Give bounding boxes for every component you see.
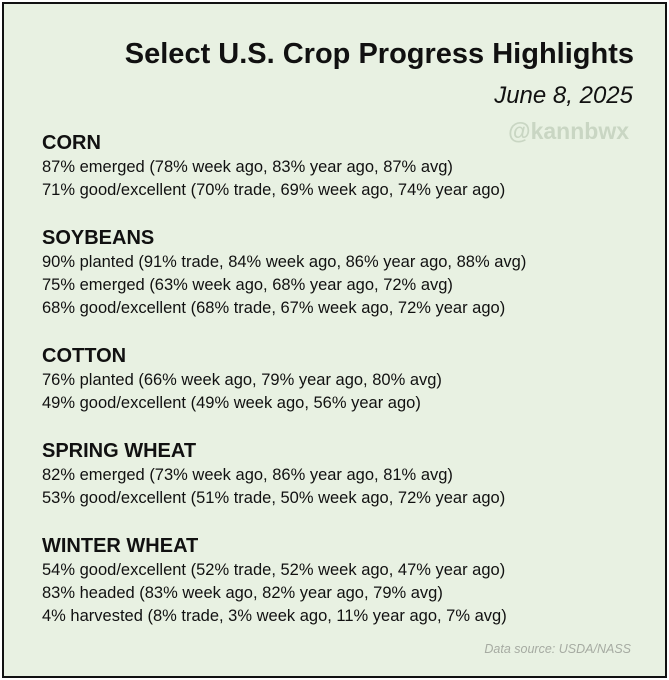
crop-heading: WINTER WHEAT [42,535,199,557]
crop-heading: COTTON [42,345,127,367]
crop-section-spring-wheat: SPRING WHEAT 82% emerged (73% week ago, … [42,438,505,510]
crop-heading: CORN [42,132,101,154]
crop-stat-line: 76% planted (66% week ago, 79% year ago,… [42,371,442,389]
author-watermark: @kannbwx [508,118,629,144]
crop-stat-line: 4% harvested (8% trade, 3% week ago, 11%… [42,607,507,625]
crop-stat-line: 49% good/excellent (49% week ago, 56% ye… [42,394,421,412]
crop-stat-line: 68% good/excellent (68% trade, 67% week … [42,299,506,317]
crop-stat-line: 71% good/excellent (70% trade, 69% week … [42,181,506,199]
data-source-note: Data source: USDA/NASS [484,642,631,656]
report-date: June 8, 2025 [494,82,633,109]
crop-stat-line: 75% emerged (63% week ago, 68% year ago,… [42,276,453,294]
crop-stat-line: 87% emerged (78% week ago, 83% year ago,… [42,158,453,176]
crop-section-cotton: COTTON 76% planted (66% week ago, 79% ye… [42,343,442,415]
crop-stat-line: 90% planted (91% trade, 84% week ago, 86… [42,253,527,271]
page-title: Select U.S. Crop Progress Highlights [124,38,634,70]
crop-section-soybeans: SOYBEANS 90% planted (91% trade, 84% wee… [42,225,526,320]
crop-section-corn: CORN 87% emerged (78% week ago, 83% year… [42,130,505,202]
crop-stat-line: 54% good/excellent (52% trade, 52% week … [42,561,506,579]
crop-stat-line: 82% emerged (73% week ago, 86% year ago,… [42,466,453,484]
crop-heading: SPRING WHEAT [42,440,197,462]
crop-section-winter-wheat: WINTER WHEAT 54% good/excellent (52% tra… [42,533,507,628]
crop-stat-line: 53% good/excellent (51% trade, 50% week … [42,489,506,507]
crop-heading: SOYBEANS [42,227,155,249]
crop-stat-line: 83% headed (83% week ago, 82% year ago, … [42,584,443,602]
